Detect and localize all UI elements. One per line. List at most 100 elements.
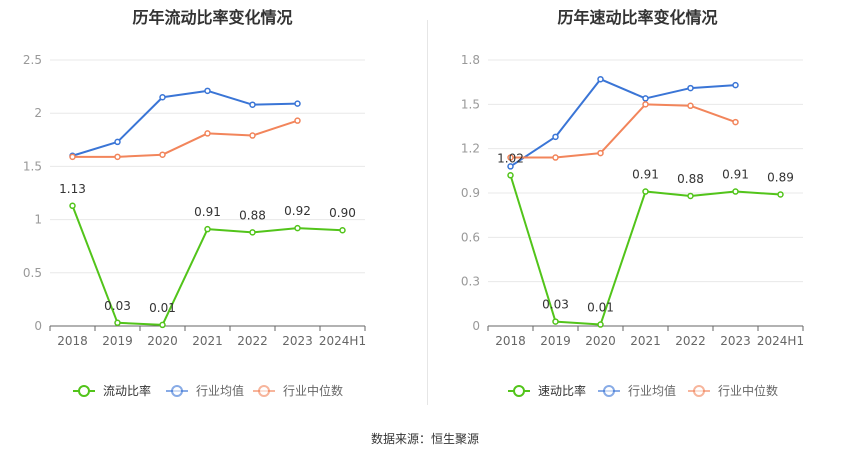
average-legend-marker (603, 385, 615, 397)
main-data-point (114, 319, 121, 327)
data-label: 1.13 (59, 182, 86, 196)
main-legend-label: 速动比率 (538, 383, 586, 398)
main-legend-label: 流动比率 (103, 383, 151, 398)
x-tick-label: 2022 (675, 334, 706, 348)
average-legend-label: 行业均值 (628, 383, 676, 398)
source-prefix: 数据来源： (370, 432, 431, 446)
data-label: 0.92 (284, 204, 311, 218)
median-data-point (507, 154, 514, 161)
x-tick-label: 2024H1 (757, 334, 804, 348)
data-label: 0.91 (722, 168, 749, 182)
y-tick-label: 1.5 (461, 97, 480, 111)
y-tick-label: 2 (34, 106, 42, 120)
y-tick-label: 1.8 (461, 53, 480, 67)
median-data-point (204, 130, 211, 137)
x-tick-label: 2023 (720, 334, 751, 348)
median-data-point (732, 118, 739, 126)
main-data-point (294, 224, 301, 232)
median-data-point (642, 101, 649, 108)
average-data-point (114, 138, 121, 146)
average-data-point (249, 101, 256, 108)
x-tick-label: 2019 (540, 334, 571, 348)
main-data-point (204, 225, 211, 233)
main-legend-marker (513, 385, 525, 397)
data-label: 0.90 (329, 206, 356, 220)
data-source-note: 数据来源：恒生聚源 (0, 430, 850, 447)
data-label: 0.89 (767, 170, 794, 184)
median-data-point (69, 153, 76, 161)
data-label: 1.02 (497, 151, 524, 165)
median-data-point (249, 132, 256, 139)
average-series-line (72, 89, 298, 157)
average-data-point (294, 100, 301, 107)
main-data-point (597, 321, 604, 328)
average-legend-label: 行业均值 (196, 383, 244, 398)
current-ratio-plot: 0 0.5 1 1.5 2 2.5 2018 2019 2020 2021 2022 2023 2024… (23, 53, 366, 398)
average-data-point (642, 95, 649, 102)
median-legend-label: 行业中位数 (283, 383, 343, 398)
data-label: 0.91 (194, 205, 221, 219)
y-tick-label: 0.6 (461, 230, 480, 244)
average-data-point (552, 133, 559, 141)
x-tick-label: 2020 (147, 334, 178, 348)
main-data-point (507, 172, 514, 179)
y-tick-label: 1 (34, 213, 42, 227)
y-tick-label: 2.5 (23, 53, 42, 67)
chart-title: 历年速动比率变化情况 (557, 8, 718, 27)
main-data-point (159, 321, 166, 329)
x-tick-label: 2023 (282, 334, 313, 348)
data-label: 0.91 (632, 168, 659, 182)
median-data-point (294, 117, 301, 124)
x-tick-label: 2020 (585, 334, 616, 348)
x-tick-label: 2022 (237, 334, 268, 348)
main-data-point (777, 191, 784, 198)
main-legend-marker (78, 385, 90, 397)
main-data-point (642, 188, 649, 195)
average-series-line (509, 78, 736, 168)
panel-divider (427, 20, 428, 405)
y-tick-label: 0.9 (461, 186, 480, 200)
median-series-line (510, 103, 736, 159)
current-ratio-chart: 历年流动比率变化情况 0 0.5 1 1.5 2 2.5 2018 2019 2020 2021 2… (0, 0, 425, 420)
y-tick-label: 1.5 (23, 159, 42, 173)
y-tick-label: 0 (472, 319, 480, 333)
main-data-point (69, 202, 76, 210)
median-data-point (687, 102, 694, 110)
main-data-point (249, 229, 256, 236)
median-series-line (72, 119, 298, 158)
x-tick-label: 2024H1 (319, 334, 366, 348)
average-data-point (687, 84, 694, 92)
data-label: 0.88 (677, 172, 704, 186)
median-data-point (159, 151, 166, 158)
average-data-point (204, 87, 211, 95)
data-label: 0.03 (104, 299, 131, 313)
median-legend-marker (258, 385, 270, 397)
y-tick-label: 0.5 (23, 266, 42, 280)
average-data-point (597, 75, 604, 83)
average-data-point (159, 93, 166, 101)
data-label: 0.03 (542, 298, 569, 312)
y-tick-label: 0.3 (461, 275, 480, 289)
source-name: 恒生聚源 (431, 432, 480, 446)
main-data-point (687, 192, 694, 200)
y-tick-label: 0 (34, 319, 42, 333)
median-data-point (114, 153, 121, 161)
median-legend-marker (693, 385, 705, 397)
x-tick-label: 2018 (495, 334, 526, 348)
x-tick-label: 2019 (102, 334, 133, 348)
x-tick-label: 2021 (630, 334, 661, 348)
average-data-point (507, 163, 514, 170)
median-legend-label: 行业中位数 (718, 383, 778, 398)
median-data-point (552, 154, 559, 161)
data-label: 0.88 (239, 208, 266, 222)
average-data-point (732, 81, 739, 89)
chart-title: 历年流动比率变化情况 (132, 8, 293, 27)
median-data-point (597, 149, 604, 157)
x-tick-label: 2021 (192, 334, 223, 348)
quick-ratio-chart: 历年速动比率变化情况 0 0.3 0.6 0.9 1.2 1.5 1.8 2018 2019 20… (425, 0, 850, 420)
main-data-point (339, 226, 346, 234)
main-data-point (552, 318, 559, 325)
data-label: 0.01 (149, 301, 176, 315)
y-tick-label: 1.2 (461, 142, 480, 156)
quick-ratio-plot: 0 0.3 0.6 0.9 1.2 1.5 1.8 2018 2019 2020 2021 2022 2… (461, 53, 804, 398)
